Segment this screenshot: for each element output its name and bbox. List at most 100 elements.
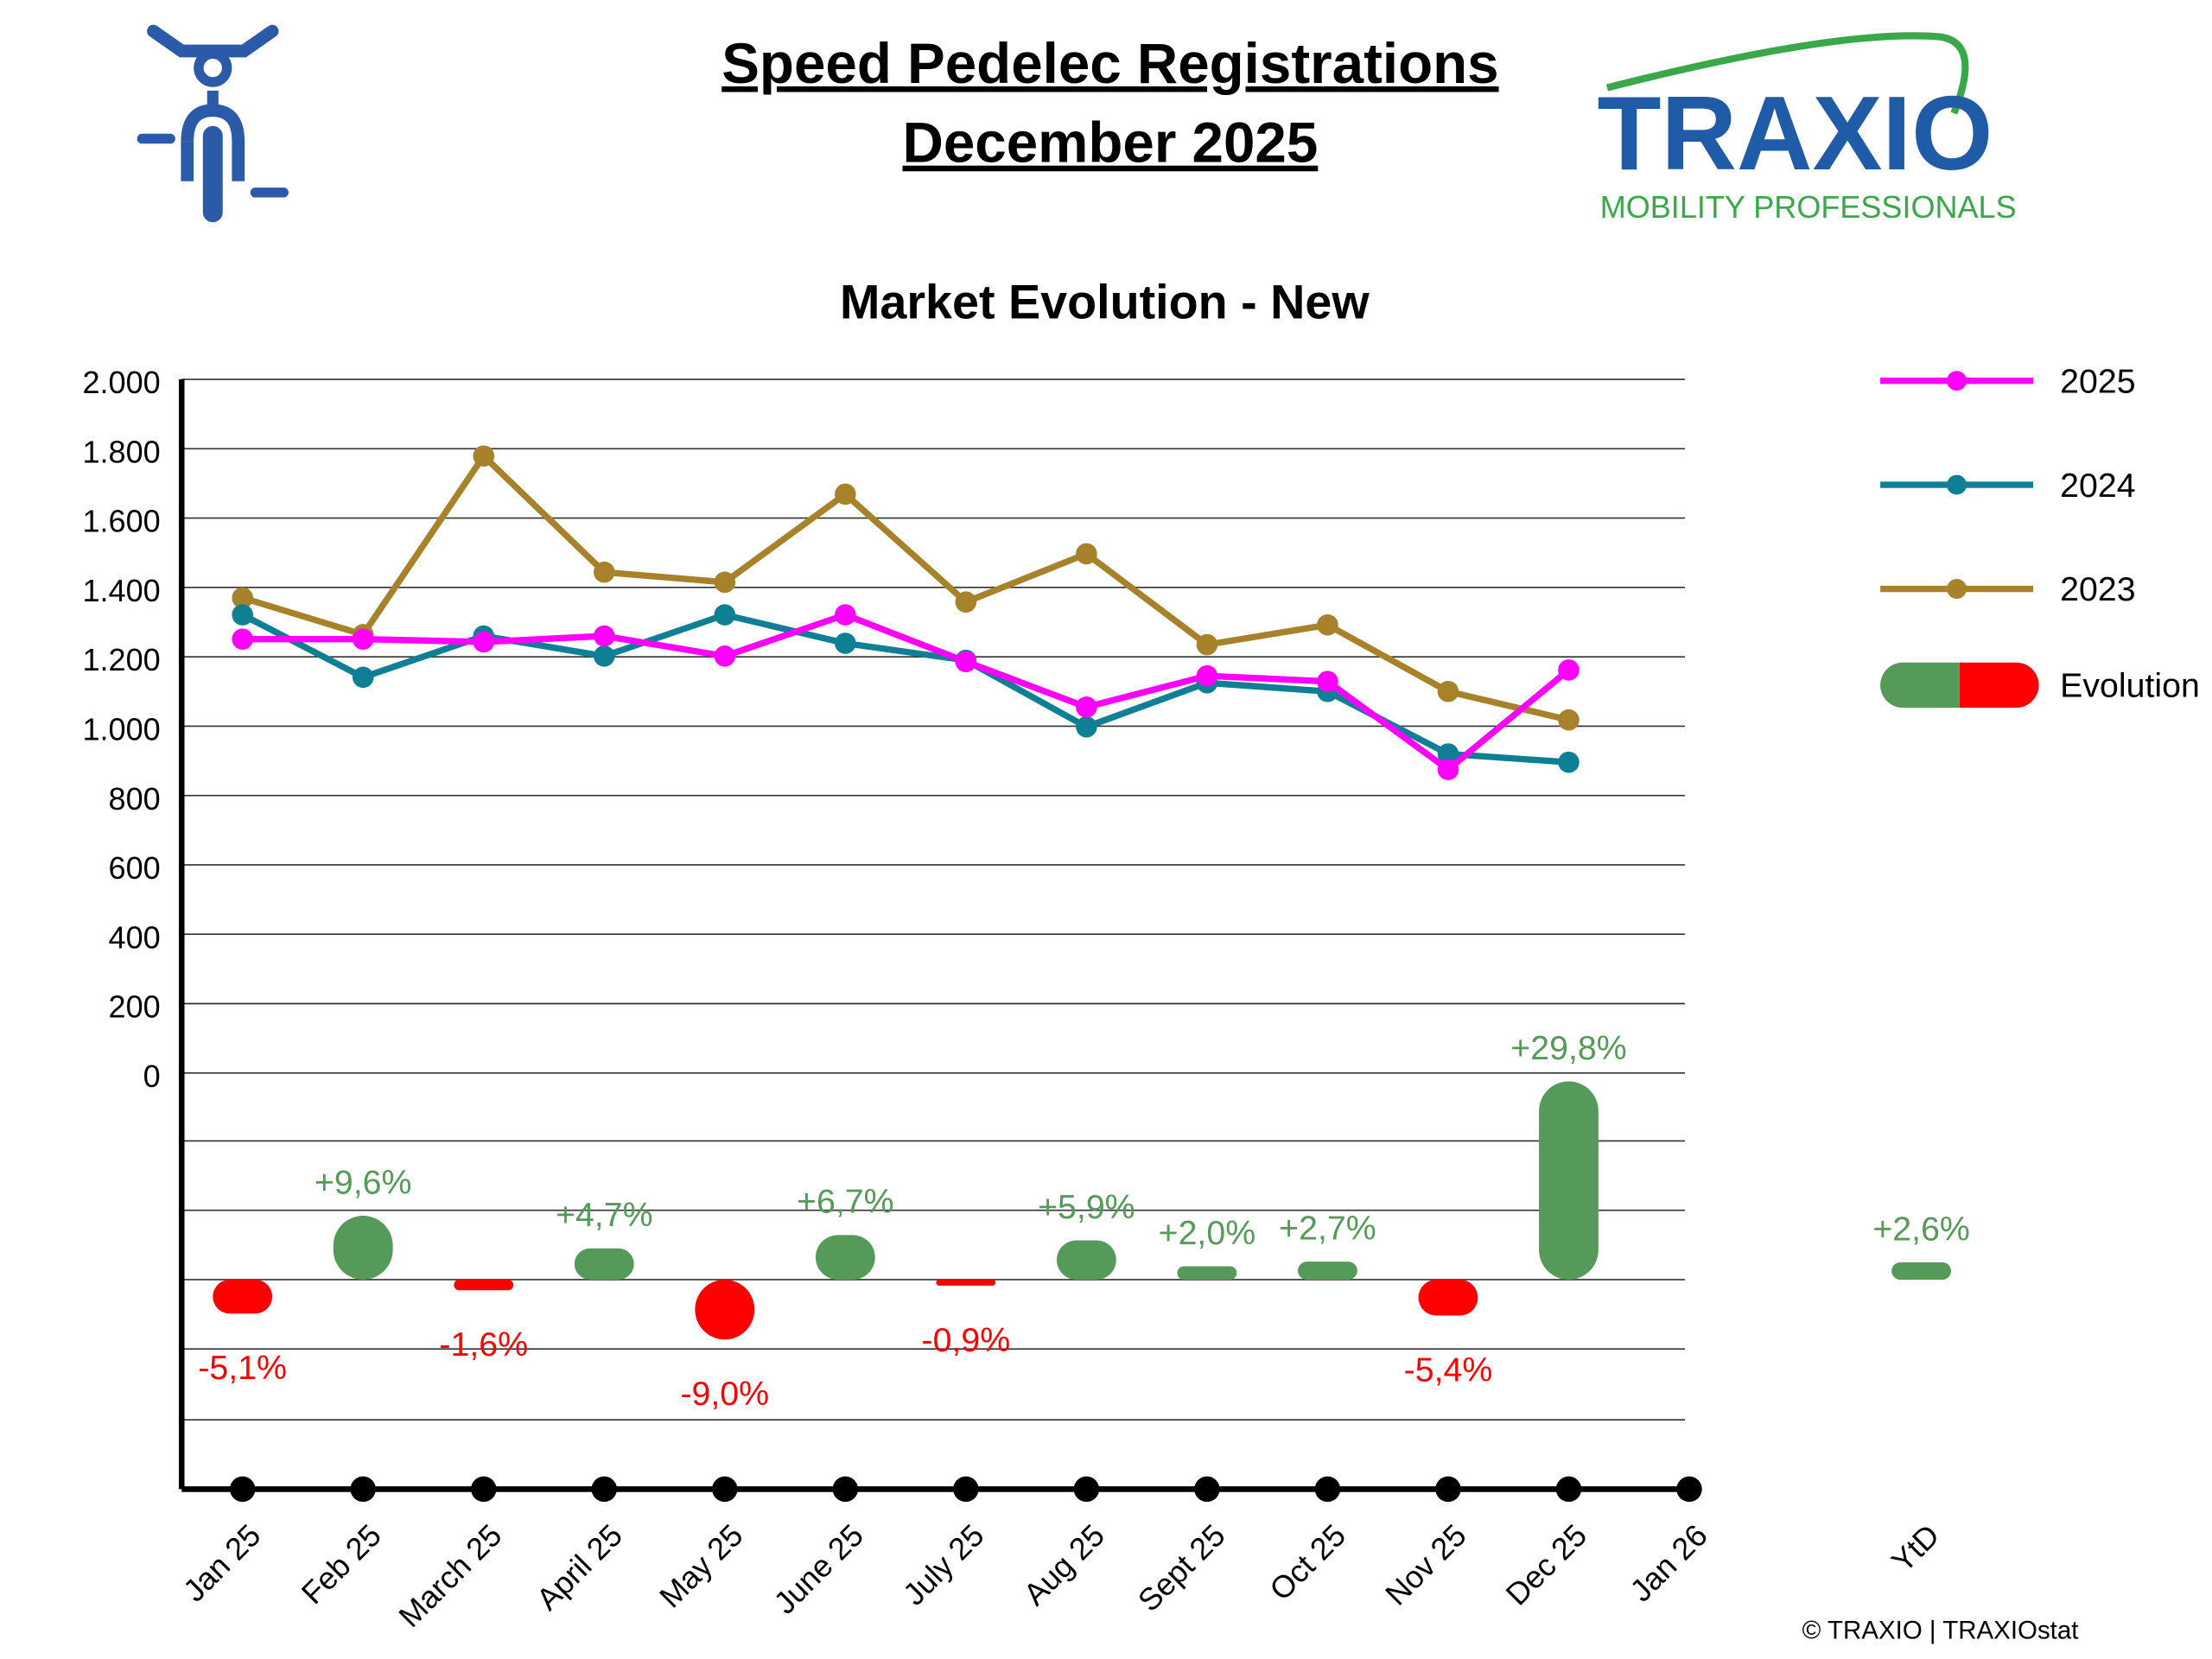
evolution-label: +9,6% <box>315 1163 412 1201</box>
evolution-label: -0,9% <box>922 1321 1011 1359</box>
evolution-pill <box>1056 1240 1116 1280</box>
legend-label: 2025 <box>2060 362 2135 400</box>
x-tick-dot <box>1435 1476 1461 1503</box>
series-point <box>593 625 615 647</box>
evolution-pill <box>936 1279 996 1286</box>
evolution-label: -1,6% <box>439 1325 528 1363</box>
evolution-pill <box>1539 1081 1599 1280</box>
series-point <box>1558 709 1580 731</box>
y-tick-label: 1.800 <box>82 434 160 469</box>
x-tick-dot <box>1555 1476 1582 1503</box>
x-tick-dot <box>350 1476 376 1503</box>
x-tick-label: Oct 25 <box>1262 1517 1352 1607</box>
y-tick-label: 600 <box>109 850 161 886</box>
evolution-pill <box>454 1279 514 1291</box>
series-point <box>835 483 856 505</box>
evolution-pill <box>213 1279 273 1314</box>
evolution-pill <box>815 1235 875 1280</box>
series-point <box>1076 696 1097 718</box>
evolution-label: -5,4% <box>1404 1351 1493 1389</box>
series-point <box>835 632 856 654</box>
legend-dot <box>1947 371 1967 391</box>
series-point <box>1558 659 1580 681</box>
y-tick-label: 0 <box>143 1058 161 1094</box>
series-point <box>1076 543 1097 565</box>
logo-tagline: MOBILITY PROFESSIONALS <box>1600 189 2017 225</box>
series-point <box>1317 613 1338 636</box>
y-tick-label: 1.200 <box>82 642 160 677</box>
legend-pill-pos <box>1880 662 1960 709</box>
series-point <box>473 445 495 467</box>
series-point <box>835 604 856 626</box>
legend-label: 2023 <box>2060 570 2135 608</box>
evolution-label: +29,8% <box>1510 1029 1626 1067</box>
series-point <box>1196 664 1218 687</box>
evolution-pill <box>1891 1262 1952 1280</box>
evolution-label: +4,7% <box>556 1196 653 1234</box>
x-tick-label: Jan 25 <box>176 1517 267 1608</box>
series-point <box>955 591 977 613</box>
series-line <box>242 611 1571 774</box>
y-tick-label: 1.000 <box>82 711 160 747</box>
series-point <box>232 628 253 650</box>
evolution-pill <box>695 1279 755 1340</box>
y-tick-label: 800 <box>109 781 161 817</box>
chart-title: Market Evolution - New <box>840 276 1370 329</box>
series-point <box>352 666 374 689</box>
series-line <box>241 451 1570 723</box>
x-tick-dot <box>591 1476 618 1503</box>
x-tick-dot <box>712 1476 738 1503</box>
x-tick-label: Feb 25 <box>295 1517 388 1611</box>
x-tick-dot <box>470 1476 497 1503</box>
series-point <box>714 604 736 626</box>
x-tick-label: Dec 25 <box>1499 1517 1594 1612</box>
page-subtitle: December 2025 <box>903 111 1319 175</box>
evolution-label: +2,7% <box>1279 1210 1376 1248</box>
series-point <box>473 631 495 653</box>
y-tick-label: 1.600 <box>82 504 160 539</box>
legend-pill-neg <box>1959 662 2039 709</box>
evolution-label: +6,7% <box>797 1183 894 1221</box>
y-tick-label: 400 <box>109 919 161 955</box>
series-point <box>955 651 977 673</box>
icon <box>137 24 289 223</box>
series-point <box>232 587 253 609</box>
series-point <box>714 645 736 667</box>
evolution-label: +2,6% <box>1872 1210 1970 1248</box>
series-point <box>1196 633 1218 656</box>
x-tick-label: Nov 25 <box>1378 1517 1473 1612</box>
evolution-pill <box>1177 1266 1237 1280</box>
x-tick-label: Sept 25 <box>1131 1517 1232 1618</box>
series-point <box>1558 751 1580 773</box>
series-point <box>232 604 253 626</box>
x-tick-dot <box>1676 1476 1702 1503</box>
evolution-pill <box>574 1248 634 1280</box>
x-tick-label: May 25 <box>652 1517 750 1615</box>
evolution-label: +5,9% <box>1038 1188 1135 1226</box>
series-point <box>714 571 736 594</box>
below-zero-grid <box>181 1140 1686 1421</box>
copyright: © TRAXIO | TRAXIOstat <box>1802 1617 2079 1645</box>
series-point <box>1317 671 1338 692</box>
x-tick-dot <box>832 1476 859 1503</box>
legend-dot <box>1947 474 1967 495</box>
evolution-label: -9,0% <box>680 1375 769 1413</box>
series-point <box>1076 715 1097 738</box>
y-tick-label: 200 <box>109 989 161 1025</box>
x-tick-label: March 25 <box>391 1517 508 1634</box>
evolution-pill <box>333 1216 393 1280</box>
x-tick-dot <box>1073 1476 1100 1503</box>
x-tick-dot <box>953 1476 979 1503</box>
series-point <box>593 561 615 583</box>
legend-label: Evolution <box>2060 667 2200 705</box>
logo-text: TRAXIO <box>1597 74 1993 192</box>
evolution-label: -5,1% <box>198 1349 287 1387</box>
series-point <box>1437 680 1459 702</box>
x-tick-label: June 25 <box>766 1517 870 1621</box>
x-tick-label: April 25 <box>530 1517 629 1617</box>
legend-dot <box>1947 579 1967 599</box>
logo-swoosh <box>1605 32 1969 115</box>
x-tick-dot <box>229 1476 256 1503</box>
x-tick-label: Jan 26 <box>1623 1517 1713 1608</box>
